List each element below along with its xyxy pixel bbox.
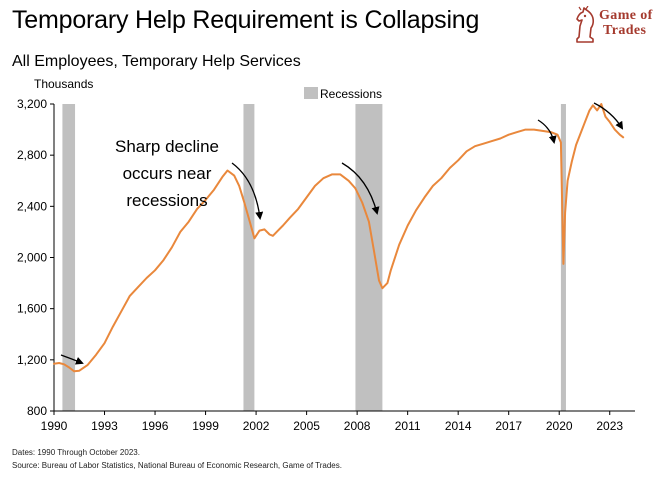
annotation-text: occurs near	[123, 164, 212, 183]
y-tick-label: 2,800	[17, 148, 47, 162]
x-tick-label: 1999	[192, 419, 219, 433]
chart-axes: 800 1,200 1,600 2,000 2,400 2,800 3,200 1990 199…	[17, 77, 635, 433]
x-tick-label: 1990	[41, 419, 68, 433]
annotation-arrow	[231, 162, 264, 220]
annotation-arrow	[593, 102, 624, 130]
annotation-text: Sharp decline	[115, 137, 219, 156]
y-tick-label: 2,000	[17, 251, 47, 265]
chart-legend: Recessions	[304, 87, 382, 101]
logo-line-1: Game of	[599, 8, 653, 23]
brand-logo: Game of Trades	[573, 4, 665, 48]
x-tick-label: 2002	[243, 419, 270, 433]
annotation-arrow	[60, 354, 84, 365]
annotation-arrow	[341, 162, 380, 215]
y-tick-label: 3,200	[17, 97, 47, 111]
footer-note: Dates: 1990 Through October 2023.	[12, 448, 140, 457]
x-tick-label: 1996	[142, 419, 169, 433]
x-tick-label: 2020	[546, 419, 573, 433]
legend-swatch	[304, 87, 318, 99]
x-tick-label: 2017	[495, 419, 522, 433]
recession-band	[62, 104, 76, 411]
x-tick-label: 2008	[344, 419, 371, 433]
chart-annotations: Sharp decline occurs near recessions	[60, 102, 624, 365]
x-tick-label: 2005	[293, 419, 320, 433]
chess-knight-icon	[576, 6, 595, 43]
data-series	[53, 103, 625, 373]
y-axis-label: Thousands	[34, 77, 93, 91]
series-line	[53, 103, 625, 373]
annotation-arrow	[537, 119, 557, 144]
logo-line-2: Trades	[603, 23, 647, 38]
footer-source: Source: Bureau of Labor Statistics, Nati…	[12, 461, 342, 470]
x-tick-label: 1993	[91, 419, 118, 433]
y-tick-label: 1,200	[17, 353, 47, 367]
recession-band	[243, 104, 255, 411]
legend-label: Recessions	[320, 87, 382, 101]
page-title: Temporary Help Requirement is Collapsing	[12, 6, 480, 34]
x-tick-label: 2011	[395, 419, 421, 433]
x-tick-label: 2023	[596, 419, 623, 433]
recession-band	[355, 104, 383, 411]
x-tick-label: 2014	[445, 419, 472, 433]
chart-subtitle: All Employees, Temporary Help Services	[12, 53, 301, 70]
annotation-text: recessions	[126, 191, 207, 210]
y-tick-label: 1,600	[17, 302, 47, 316]
y-tick-label: 800	[27, 404, 47, 418]
y-tick-label: 2,400	[17, 199, 47, 213]
line-chart: 800 1,200 1,600 2,000 2,400 2,800 3,200 1990 199…	[17, 77, 635, 433]
